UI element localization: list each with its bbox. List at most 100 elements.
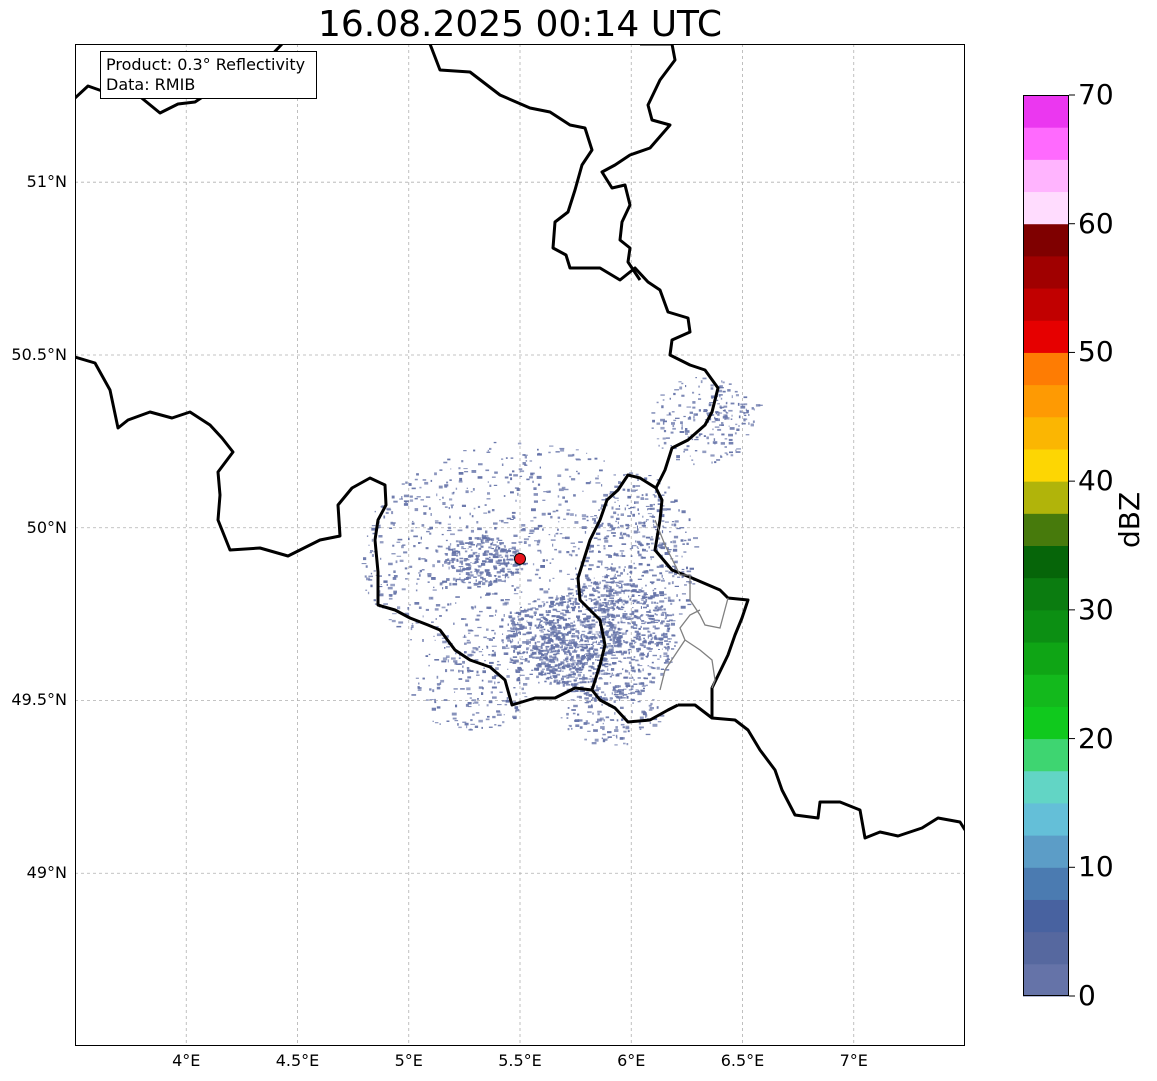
echo-pixel — [648, 618, 654, 620]
echo-pixel — [472, 647, 477, 650]
echo-pixel — [617, 521, 619, 525]
echo-pixel — [566, 680, 572, 683]
echo-pixel — [667, 646, 670, 648]
echo-pixel — [609, 651, 613, 655]
echo-pixel — [584, 574, 589, 578]
lon-tick-label: 6.5°E — [720, 1051, 765, 1070]
echo-pixel — [416, 496, 421, 498]
echo-pixel — [604, 615, 610, 619]
echo-pixel — [532, 647, 536, 649]
echo-pixel — [590, 680, 595, 683]
echo-pixel — [622, 488, 626, 491]
echo-pixel — [671, 634, 675, 637]
echo-pixel — [470, 562, 472, 564]
echo-pixel — [505, 565, 508, 567]
echo-pixel — [571, 727, 573, 730]
echo-pixel — [567, 631, 571, 634]
echo-pixel — [456, 663, 460, 665]
echo-pixel — [610, 720, 615, 721]
echo-pixel — [621, 697, 626, 699]
echo-pixel — [566, 653, 568, 656]
echo-pixel — [459, 573, 461, 575]
echo-pixel — [454, 662, 458, 665]
echo-pixel — [486, 572, 491, 576]
border-netherlands-germany — [600, 44, 677, 281]
echo-pixel — [662, 399, 665, 401]
echo-pixel — [665, 570, 669, 572]
echo-pixel — [587, 705, 593, 709]
echo-pixel — [636, 489, 638, 491]
echo-pixel — [480, 540, 483, 543]
echo-pixel — [625, 682, 627, 685]
echo-pixel — [450, 468, 452, 470]
echo-pixel — [586, 616, 591, 619]
echo-pixel — [539, 621, 541, 623]
echo-pixel — [533, 600, 537, 603]
echo-pixel — [585, 559, 589, 563]
echo-pixel — [642, 556, 646, 559]
echo-pixel — [560, 449, 565, 452]
echo-pixel — [653, 593, 655, 596]
echo-pixel — [570, 622, 573, 624]
echo-pixel — [448, 507, 450, 510]
echo-pixel — [638, 512, 640, 515]
echo-pixel — [650, 702, 653, 706]
echo-pixel — [738, 425, 740, 427]
echo-pixel — [637, 547, 639, 549]
echo-pixel — [519, 611, 524, 613]
echo-pixel — [603, 698, 609, 701]
echo-pixel — [533, 516, 537, 519]
echo-pixel — [583, 692, 587, 694]
echo-pixel — [397, 538, 403, 541]
echo-pixel — [615, 624, 617, 626]
echo-pixel — [398, 621, 404, 624]
echo-pixel — [566, 717, 569, 719]
echo-pixel — [524, 609, 529, 612]
colorbar-swatch — [1023, 931, 1069, 965]
echo-pixel — [512, 563, 518, 567]
echo-pixel — [636, 650, 640, 653]
echo-pixel — [489, 661, 494, 664]
echo-pixel — [618, 698, 621, 701]
echo-pixel — [517, 612, 522, 616]
echo-pixel — [576, 671, 579, 673]
echo-pixel — [678, 509, 680, 512]
echo-pixel — [620, 695, 623, 699]
echo-pixel — [611, 646, 614, 649]
echo-pixel — [466, 687, 471, 691]
echo-pixel — [582, 624, 586, 627]
echo-pixel — [619, 555, 624, 557]
echo-pixel — [552, 510, 556, 513]
echo-pixel — [612, 580, 615, 583]
echo-pixel — [492, 544, 497, 546]
echo-pixel — [474, 659, 479, 661]
echo-pixel — [501, 548, 504, 551]
echo-pixel — [560, 717, 563, 719]
echo-pixel — [607, 522, 611, 526]
echo-pixel — [648, 546, 650, 549]
echo-pixel — [642, 668, 644, 672]
echo-pixel — [629, 579, 633, 582]
echo-pixel — [493, 567, 498, 570]
echo-pixel — [481, 726, 483, 729]
echo-pixel — [663, 608, 666, 611]
echo-pixel — [496, 545, 500, 547]
echo-pixel — [475, 569, 480, 571]
lon-tick-label: 7°E — [839, 1051, 868, 1070]
echo-pixel — [470, 544, 475, 546]
echo-pixel — [629, 566, 632, 569]
colorbar-tick-label: 70 — [1078, 78, 1114, 111]
echo-pixel — [553, 634, 558, 638]
echo-pixel — [509, 554, 515, 557]
echo-pixel — [388, 562, 393, 566]
echo-pixel — [641, 622, 646, 625]
echo-pixel — [649, 569, 654, 572]
echo-pixel — [488, 700, 493, 704]
echo-pixel — [561, 609, 566, 611]
echo-pixel — [536, 540, 541, 544]
echo-pixel — [663, 441, 667, 445]
echo-pixel — [551, 656, 557, 659]
echo-pixel — [565, 660, 569, 663]
echo-pixel — [554, 679, 559, 682]
echo-pixel — [649, 538, 654, 541]
